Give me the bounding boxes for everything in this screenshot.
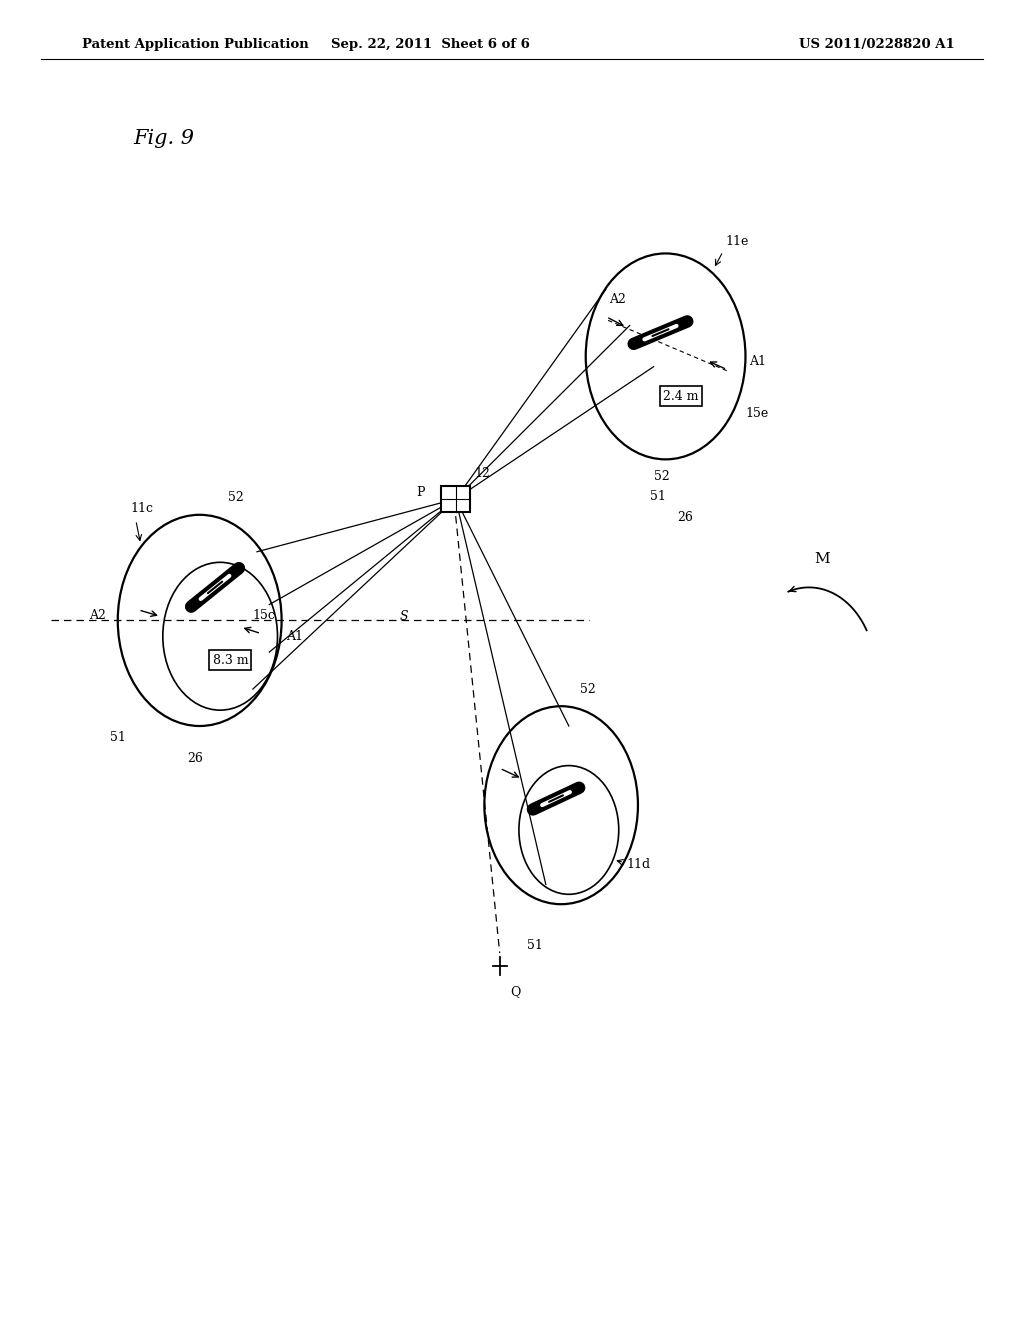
Text: 15e: 15e bbox=[745, 407, 769, 420]
Text: 8.3 m: 8.3 m bbox=[213, 653, 248, 667]
Text: M: M bbox=[814, 552, 830, 566]
FancyBboxPatch shape bbox=[441, 486, 470, 512]
Text: Patent Application Publication: Patent Application Publication bbox=[82, 38, 308, 51]
Text: P: P bbox=[417, 486, 425, 499]
Text: 51: 51 bbox=[526, 939, 543, 952]
Text: 11e: 11e bbox=[725, 235, 749, 248]
Text: A2: A2 bbox=[609, 293, 626, 306]
Text: 52: 52 bbox=[581, 684, 596, 697]
Text: A1: A1 bbox=[750, 355, 767, 368]
Text: 15c: 15c bbox=[253, 609, 275, 622]
Text: Q: Q bbox=[510, 985, 520, 998]
Text: 51: 51 bbox=[649, 490, 666, 503]
Text: Fig. 9: Fig. 9 bbox=[133, 129, 195, 148]
Text: 51: 51 bbox=[110, 731, 126, 744]
Text: US 2011/0228820 A1: US 2011/0228820 A1 bbox=[799, 38, 954, 51]
Text: Sep. 22, 2011  Sheet 6 of 6: Sep. 22, 2011 Sheet 6 of 6 bbox=[331, 38, 529, 51]
Text: A2: A2 bbox=[89, 609, 105, 622]
Text: A1: A1 bbox=[286, 630, 303, 643]
Text: 26: 26 bbox=[678, 511, 693, 524]
Text: 52: 52 bbox=[228, 491, 244, 504]
Text: 11c: 11c bbox=[130, 502, 153, 515]
Text: 11d: 11d bbox=[627, 858, 650, 871]
Text: 12: 12 bbox=[474, 467, 490, 480]
Text: S: S bbox=[399, 610, 408, 623]
Text: 52: 52 bbox=[653, 470, 670, 483]
Text: 26: 26 bbox=[187, 752, 204, 766]
Text: 2.4 m: 2.4 m bbox=[664, 389, 698, 403]
